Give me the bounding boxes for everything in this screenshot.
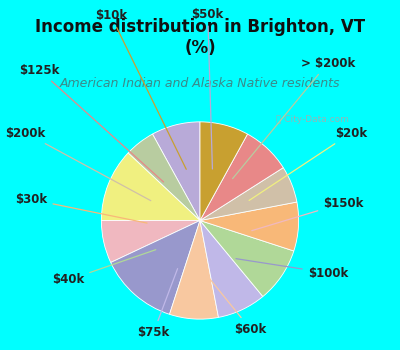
Text: $60k: $60k	[205, 273, 266, 336]
Wedge shape	[111, 220, 200, 314]
Wedge shape	[152, 122, 200, 220]
Text: Ⓒ City-Data.com: Ⓒ City-Data.com	[276, 115, 348, 124]
Text: $200k: $200k	[6, 126, 151, 201]
Text: American Indian and Alaska Native residents: American Indian and Alaska Native reside…	[60, 77, 340, 90]
Wedge shape	[128, 134, 200, 220]
Wedge shape	[200, 122, 248, 220]
Text: $150k: $150k	[252, 196, 364, 231]
Text: $10k: $10k	[95, 9, 186, 169]
Text: $75k: $75k	[137, 268, 178, 339]
Wedge shape	[200, 202, 299, 251]
Wedge shape	[101, 220, 200, 262]
Text: $40k: $40k	[52, 250, 156, 287]
Text: > $200k: > $200k	[232, 56, 355, 178]
Text: $50k: $50k	[192, 7, 224, 169]
Text: $30k: $30k	[15, 193, 147, 223]
Text: $100k: $100k	[236, 259, 348, 280]
Text: $20k: $20k	[249, 126, 367, 201]
Text: Income distribution in Brighton, VT
(%): Income distribution in Brighton, VT (%)	[35, 18, 365, 57]
Wedge shape	[200, 168, 297, 220]
Wedge shape	[170, 220, 218, 319]
Wedge shape	[200, 220, 294, 296]
Wedge shape	[200, 134, 283, 220]
Text: $125k: $125k	[19, 63, 164, 182]
Wedge shape	[200, 220, 263, 317]
Wedge shape	[101, 153, 200, 220]
